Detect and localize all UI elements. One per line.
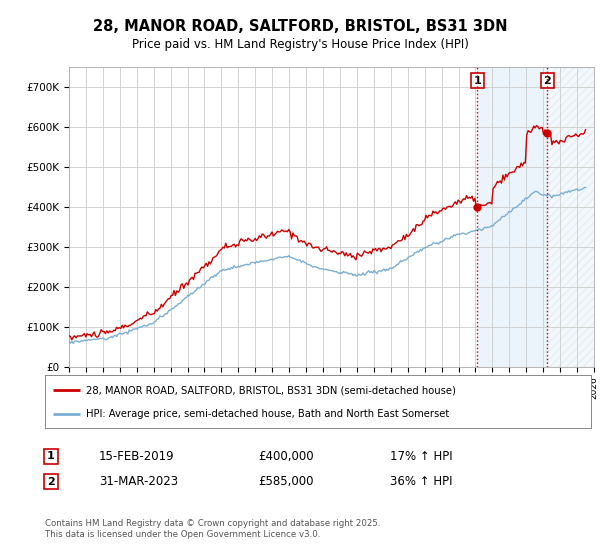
Text: £400,000: £400,000 [258,450,314,463]
Text: 28, MANOR ROAD, SALTFORD, BRISTOL, BS31 3DN (semi-detached house): 28, MANOR ROAD, SALTFORD, BRISTOL, BS31 … [86,385,456,395]
Text: 2: 2 [544,76,551,86]
Text: 2: 2 [47,477,55,487]
Text: 28, MANOR ROAD, SALTFORD, BRISTOL, BS31 3DN: 28, MANOR ROAD, SALTFORD, BRISTOL, BS31 … [93,20,507,34]
Text: Contains HM Land Registry data © Crown copyright and database right 2025.
This d: Contains HM Land Registry data © Crown c… [45,520,380,539]
Text: 31-MAR-2023: 31-MAR-2023 [99,475,178,488]
Text: HPI: Average price, semi-detached house, Bath and North East Somerset: HPI: Average price, semi-detached house,… [86,408,449,418]
Text: 1: 1 [47,451,55,461]
Text: 36% ↑ HPI: 36% ↑ HPI [390,475,452,488]
Bar [478,67,547,367]
Text: Price paid vs. HM Land Registry's House Price Index (HPI): Price paid vs. HM Land Registry's House … [131,38,469,52]
Bar [547,67,594,367]
Text: 15-FEB-2019: 15-FEB-2019 [99,450,175,463]
Text: 17% ↑ HPI: 17% ↑ HPI [390,450,452,463]
Text: 1: 1 [473,76,481,86]
Text: £585,000: £585,000 [258,475,314,488]
